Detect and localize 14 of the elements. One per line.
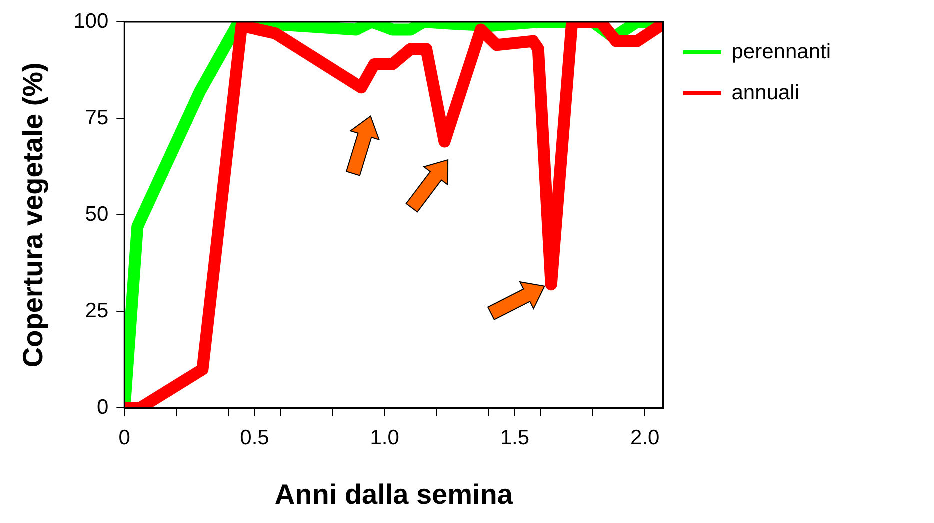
x-tick-label: 0 <box>118 426 130 450</box>
legend-label: perennanti <box>732 40 831 64</box>
x-axis-title: Anni dalla semina <box>274 478 514 510</box>
y-tick-label: 0 <box>96 396 109 419</box>
y-tick-label: 100 <box>74 10 109 33</box>
x-tick-label: 0.5 <box>240 426 270 450</box>
x-tick-label: 1.0 <box>370 426 400 450</box>
y-tick-label: 75 <box>85 106 109 130</box>
y-tick-label: 25 <box>85 299 109 322</box>
x-tick-label: 2.0 <box>630 426 660 450</box>
y-axis-title: Copertura vegetale (%) <box>18 62 49 368</box>
legend-label: annuali <box>732 81 800 104</box>
x-tick-label: 1.5 <box>500 426 530 450</box>
y-tick-label: 50 <box>85 202 109 226</box>
